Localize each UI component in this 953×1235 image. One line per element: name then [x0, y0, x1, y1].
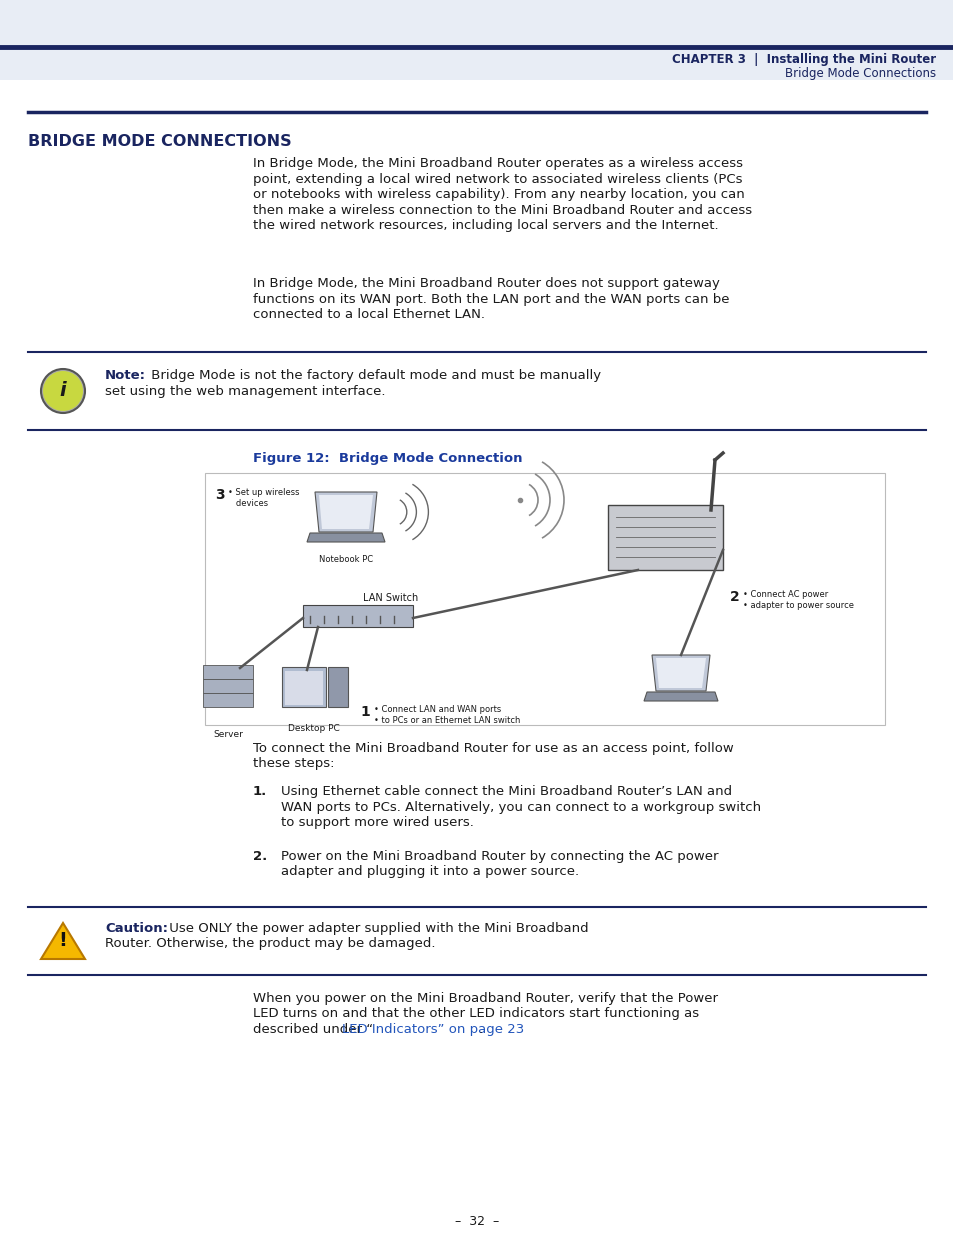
Text: Router. Otherwise, the product may be damaged.: Router. Otherwise, the product may be da…: [105, 937, 435, 951]
Text: functions on its WAN port. Both the LAN port and the WAN ports can be: functions on its WAN port. Both the LAN …: [253, 293, 729, 305]
Polygon shape: [643, 692, 718, 701]
Text: set using the web management interface.: set using the web management interface.: [105, 384, 385, 398]
Circle shape: [41, 369, 85, 412]
Polygon shape: [651, 655, 709, 692]
Text: or notebooks with wireless capability). From any nearby location, you can: or notebooks with wireless capability). …: [253, 188, 744, 201]
Polygon shape: [307, 534, 385, 542]
Text: LED Indicators” on page 23: LED Indicators” on page 23: [342, 1023, 524, 1036]
Text: LED turns on and that the other LED indicators start functioning as: LED turns on and that the other LED indi…: [253, 1008, 699, 1020]
Text: Using Ethernet cable connect the Mini Broadband Router’s LAN and: Using Ethernet cable connect the Mini Br…: [281, 785, 731, 798]
Text: described under “: described under “: [253, 1023, 373, 1036]
Polygon shape: [314, 492, 376, 532]
Bar: [205, 473, 884, 725]
Text: .: .: [478, 1023, 482, 1036]
Text: • Connect AC power
• adapter to power source: • Connect AC power • adapter to power so…: [742, 590, 853, 610]
Text: adapter and plugging it into a power source.: adapter and plugging it into a power sou…: [281, 866, 578, 878]
Text: In Bridge Mode, the Mini Broadband Router operates as a wireless access: In Bridge Mode, the Mini Broadband Route…: [253, 157, 742, 170]
Text: In Bridge Mode, the Mini Broadband Router does not support gateway: In Bridge Mode, the Mini Broadband Route…: [253, 277, 720, 290]
Text: to support more wired users.: to support more wired users.: [281, 816, 474, 829]
Circle shape: [43, 370, 83, 411]
Text: 2.: 2.: [253, 850, 267, 863]
Text: Use ONLY the power adapter supplied with the Mini Broadband: Use ONLY the power adapter supplied with…: [165, 923, 588, 935]
Text: Note:: Note:: [105, 369, 146, 382]
Bar: [0, 0, 953, 80]
Text: Bridge Mode is not the factory default mode and must be manually: Bridge Mode is not the factory default m…: [147, 369, 600, 382]
Text: then make a wireless connection to the Mini Broadband Router and access: then make a wireless connection to the M…: [253, 204, 751, 216]
FancyBboxPatch shape: [203, 679, 253, 693]
Text: Bridge Mode Connections: Bridge Mode Connections: [784, 67, 935, 79]
Text: Notebook PC: Notebook PC: [318, 555, 373, 564]
Polygon shape: [656, 658, 705, 688]
Text: 1: 1: [359, 705, 370, 719]
Text: To connect the Mini Broadband Router for use as an access point, follow: To connect the Mini Broadband Router for…: [253, 742, 733, 755]
Text: Caution:: Caution:: [105, 923, 168, 935]
Text: • Set up wireless
   devices: • Set up wireless devices: [228, 488, 299, 508]
Text: 3: 3: [214, 488, 224, 501]
Bar: [328, 667, 348, 706]
Text: CHAPTER 3  |  Installing the Mini Router: CHAPTER 3 | Installing the Mini Router: [671, 53, 935, 67]
Text: –  32  –: – 32 –: [455, 1215, 498, 1228]
Bar: [285, 671, 323, 705]
Text: Server: Server: [213, 730, 243, 739]
Text: When you power on the Mini Broadband Router, verify that the Power: When you power on the Mini Broadband Rou…: [253, 992, 718, 1005]
Text: point, extending a local wired network to associated wireless clients (PCs: point, extending a local wired network t…: [253, 173, 741, 185]
Text: Power on the Mini Broadband Router by connecting the AC power: Power on the Mini Broadband Router by co…: [281, 850, 718, 863]
FancyBboxPatch shape: [203, 664, 253, 679]
Text: i: i: [60, 380, 67, 399]
Text: !: !: [58, 930, 68, 950]
Text: Desktop PC: Desktop PC: [288, 724, 339, 734]
Text: BRIDGE MODE CONNECTIONS: BRIDGE MODE CONNECTIONS: [28, 135, 292, 149]
Polygon shape: [318, 495, 373, 529]
Bar: [303, 605, 413, 627]
Text: connected to a local Ethernet LAN.: connected to a local Ethernet LAN.: [253, 308, 484, 321]
Bar: [607, 505, 722, 571]
Polygon shape: [41, 923, 85, 960]
Text: WAN ports to PCs. Alternatively, you can connect to a workgroup switch: WAN ports to PCs. Alternatively, you can…: [281, 800, 760, 814]
Bar: [282, 667, 326, 706]
Text: Figure 12:  Bridge Mode Connection: Figure 12: Bridge Mode Connection: [253, 452, 522, 466]
Text: • Connect LAN and WAN ports
• to PCs or an Ethernet LAN switch: • Connect LAN and WAN ports • to PCs or …: [374, 705, 519, 725]
Text: the wired network resources, including local servers and the Internet.: the wired network resources, including l…: [253, 219, 718, 232]
FancyBboxPatch shape: [203, 693, 253, 706]
Text: these steps:: these steps:: [253, 757, 335, 771]
Text: LAN Switch: LAN Switch: [363, 593, 417, 603]
Text: 1.: 1.: [253, 785, 267, 798]
Text: 2: 2: [729, 590, 739, 604]
